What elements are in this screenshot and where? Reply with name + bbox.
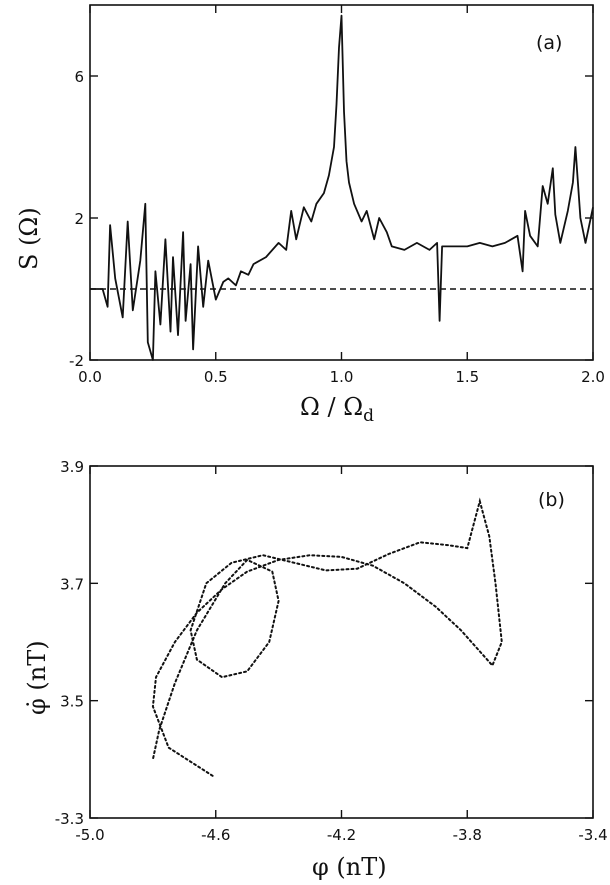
y-tick-label: 3.9 xyxy=(60,458,84,476)
panel-b-ticks xyxy=(89,465,594,819)
x-tick-label: 1.5 xyxy=(455,368,479,386)
y-tick-label: -2 xyxy=(69,352,84,370)
panel-b-y-axis-label: φ̇ (nT) xyxy=(23,640,51,715)
x-tick-label: -4.2 xyxy=(327,826,356,844)
panel-b-frame xyxy=(89,465,594,819)
x-tick-label: -4.6 xyxy=(201,826,230,844)
panel-a-tick-labels: 0.0 0.5 1.0 1.5 2.0 -2 2 6 xyxy=(69,68,605,386)
x-tick-label: -3.4 xyxy=(578,826,607,844)
x-tick-label: 0.0 xyxy=(78,368,102,386)
panel-b-tick-labels: -5.0 -4.6 -4.2 -3.8 -3.4 -3.3 3.5 3.7 3.9 xyxy=(55,458,608,844)
x-tick-label: 2.0 xyxy=(581,368,605,386)
x-tick-label: -3.8 xyxy=(453,826,482,844)
x-tick-label: -5.0 xyxy=(75,826,104,844)
panel-a-ticks xyxy=(89,5,594,361)
y-tick-label: 6 xyxy=(74,68,84,86)
y-tick-label: -3.3 xyxy=(55,810,84,828)
panel-a-spectrum-line xyxy=(90,14,594,361)
x-tick-label: 1.0 xyxy=(330,368,354,386)
y-tick-label: 2 xyxy=(74,210,84,228)
panel-a-label: (a) xyxy=(536,32,562,54)
panel-a-y-axis-label: S (Ω) xyxy=(15,207,43,270)
panel-a-x-axis-label: Ω / Ωd xyxy=(300,393,374,426)
panel-a-frame xyxy=(89,4,594,361)
panel-b-phase-trajectory xyxy=(151,497,503,777)
panel-b-label: (b) xyxy=(538,489,565,511)
y-tick-label: 3.7 xyxy=(60,575,84,593)
panel-b-x-axis-label: φ (nT) xyxy=(312,853,387,881)
panel-a: 0.0 0.5 1.0 1.5 2.0 -2 2 6 (a) Ω / Ωd S (Ω) xyxy=(15,4,605,426)
y-tick-label: 3.5 xyxy=(60,693,84,711)
panel-b: -5.0 -4.6 -4.2 -3.8 -3.4 -3.3 3.5 3.7 3.9 (b) φ … xyxy=(23,458,608,881)
x-tick-label: 0.5 xyxy=(204,368,228,386)
